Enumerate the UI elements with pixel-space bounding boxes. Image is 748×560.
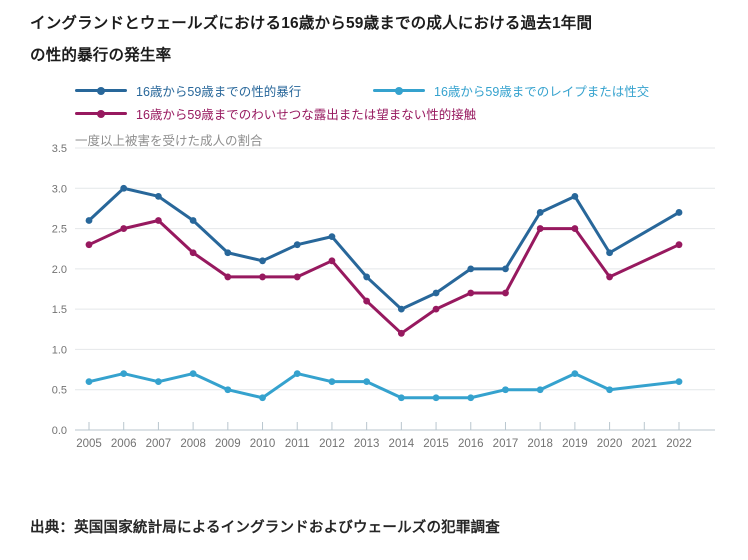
data-point bbox=[432, 289, 440, 297]
data-point bbox=[397, 305, 405, 313]
chart-legend: 16歳から59歳までの性的暴行 16歳から59歳までのレイプまたは性交 16歳か… bbox=[75, 82, 720, 122]
data-point bbox=[502, 386, 509, 394]
data-point bbox=[224, 386, 232, 394]
data-point bbox=[328, 233, 336, 241]
x-axis-label: 2006 bbox=[111, 438, 137, 450]
data-point bbox=[363, 273, 371, 281]
data-point bbox=[259, 394, 266, 402]
data-point bbox=[85, 241, 93, 249]
data-point bbox=[467, 289, 475, 297]
data-point bbox=[536, 386, 544, 394]
x-axis-label: 2021 bbox=[631, 438, 657, 450]
y-axis-label: 1.5 bbox=[52, 304, 67, 316]
data-point bbox=[328, 378, 336, 386]
data-point bbox=[120, 184, 128, 192]
data-point bbox=[259, 257, 266, 265]
data-point bbox=[120, 370, 128, 377]
legend-item-sexual-assault: 16歳から59歳までの性的暴行 bbox=[75, 82, 373, 99]
x-axis-label: 2022 bbox=[666, 438, 692, 450]
x-axis-label: 2009 bbox=[215, 438, 241, 450]
legend-item-indecent-exposure: 16歳から59歳までのわいせつな露出または望まない性的接触 bbox=[75, 105, 476, 122]
data-point bbox=[224, 249, 232, 257]
y-axis-label: 1.0 bbox=[52, 344, 67, 356]
page-title: イングランドとウェールズにおける16歳から59歳までの成人における過去1年間の性… bbox=[30, 15, 593, 64]
legend-line-swatch bbox=[75, 109, 127, 118]
legend-line-swatch bbox=[75, 86, 127, 95]
data-point bbox=[571, 192, 579, 200]
legend-label: 16歳から59歳までのわいせつな露出または望まない性的接触 bbox=[136, 108, 477, 122]
legend-dot bbox=[395, 86, 403, 95]
y-axis-label: 2.0 bbox=[52, 264, 67, 276]
data-point bbox=[536, 225, 544, 232]
data-point bbox=[675, 209, 683, 216]
data-point bbox=[571, 370, 579, 377]
data-point bbox=[259, 273, 266, 281]
data-point bbox=[189, 370, 197, 377]
data-point bbox=[397, 394, 405, 402]
data-point bbox=[155, 378, 162, 386]
y-axis-label: 3.0 bbox=[52, 183, 67, 195]
legend-label: 16歳から59歳までの性的暴行 bbox=[136, 85, 302, 99]
x-axis-label: 2014 bbox=[389, 438, 415, 450]
legend-item-rape-or-penetration: 16歳から59歳までのレイプまたは性交 bbox=[373, 82, 649, 99]
data-point bbox=[467, 265, 475, 273]
x-axis-label: 2012 bbox=[319, 438, 345, 450]
legend-dot bbox=[97, 86, 105, 95]
data-point bbox=[155, 192, 162, 200]
x-axis-label: 2013 bbox=[354, 438, 380, 450]
data-point bbox=[536, 209, 544, 216]
data-point bbox=[432, 305, 440, 313]
data-point bbox=[675, 241, 683, 249]
data-point bbox=[571, 225, 579, 232]
data-point bbox=[189, 249, 197, 257]
data-point bbox=[85, 378, 93, 386]
data-point bbox=[189, 217, 197, 224]
line-chart: 0.0 0.5 1.0 1.5 2.0 2.5 3.0 3.5 2005 2006 2007 2008… bbox=[52, 143, 715, 450]
x-axis-label: 2016 bbox=[458, 438, 484, 450]
data-point bbox=[502, 265, 509, 273]
x-axis-label: 2005 bbox=[76, 438, 102, 450]
x-axis-label: 2017 bbox=[493, 438, 519, 450]
y-axis-label: 0.5 bbox=[52, 385, 67, 397]
source-attribution: 出典：英国国家統計局によるイングランドおよびウェールズの犯罪調査 bbox=[30, 520, 500, 536]
data-point bbox=[155, 217, 162, 224]
legend-line-swatch bbox=[373, 86, 425, 95]
data-point bbox=[120, 225, 128, 232]
x-axis-label: 2018 bbox=[527, 438, 553, 450]
data-point bbox=[397, 329, 405, 337]
x-axis-label: 2008 bbox=[180, 438, 206, 450]
chart-subtitle: 一度以上被害を受けた成人の割合 bbox=[75, 134, 263, 148]
x-axis-label: 2019 bbox=[562, 438, 588, 450]
data-point bbox=[85, 217, 93, 224]
series-line bbox=[87, 372, 681, 400]
x-axis-label: 2020 bbox=[597, 438, 623, 450]
y-axis-label: 3.5 bbox=[52, 143, 67, 155]
legend-dot bbox=[97, 109, 105, 118]
data-point bbox=[467, 394, 475, 402]
x-axis-label: 2010 bbox=[250, 438, 276, 450]
x-axis-label: 2011 bbox=[285, 438, 310, 450]
data-point bbox=[502, 289, 509, 297]
data-point bbox=[675, 378, 683, 386]
data-point bbox=[293, 273, 301, 281]
data-point bbox=[293, 370, 301, 377]
data-point bbox=[293, 241, 301, 249]
data-point bbox=[363, 378, 371, 386]
x-axis-label: 2015 bbox=[423, 438, 449, 450]
y-axis-label: 2.5 bbox=[52, 224, 67, 236]
data-point bbox=[606, 249, 613, 257]
y-axis-label: 0.0 bbox=[52, 425, 67, 437]
data-point bbox=[224, 273, 232, 281]
data-point bbox=[432, 394, 440, 402]
series-line bbox=[87, 219, 681, 335]
legend-label: 16歳から59歳までのレイプまたは性交 bbox=[434, 85, 650, 99]
x-axis-label: 2007 bbox=[146, 438, 172, 450]
data-point bbox=[328, 257, 336, 265]
data-point bbox=[606, 386, 613, 394]
data-point bbox=[363, 297, 371, 305]
data-point bbox=[606, 273, 613, 281]
